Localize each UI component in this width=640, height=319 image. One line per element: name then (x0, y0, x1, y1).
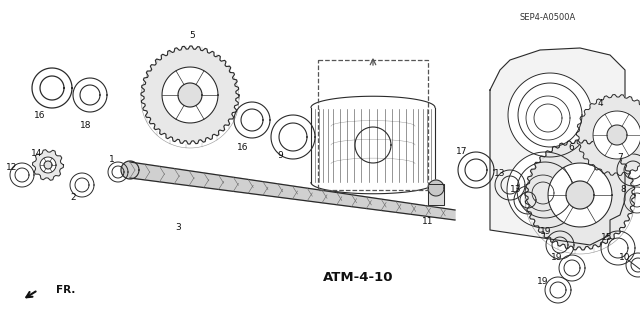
Polygon shape (10, 163, 34, 187)
Polygon shape (44, 161, 52, 169)
Polygon shape (458, 152, 494, 188)
Polygon shape (33, 150, 63, 180)
Polygon shape (507, 152, 583, 228)
Text: 17: 17 (456, 147, 468, 157)
Polygon shape (40, 157, 56, 173)
Text: 3: 3 (175, 222, 181, 232)
Text: ATM-4-10: ATM-4-10 (323, 271, 394, 284)
Polygon shape (73, 78, 107, 112)
Polygon shape (428, 184, 444, 205)
Polygon shape (121, 161, 139, 179)
Polygon shape (626, 253, 640, 277)
Text: 16: 16 (237, 143, 249, 152)
Text: SEP4-A0500A: SEP4-A0500A (519, 13, 575, 22)
Polygon shape (577, 94, 640, 175)
Polygon shape (559, 255, 585, 281)
Polygon shape (508, 73, 592, 157)
Polygon shape (428, 180, 444, 196)
Polygon shape (607, 125, 627, 145)
Text: 13: 13 (494, 168, 506, 177)
Text: FR.: FR. (56, 285, 76, 295)
Polygon shape (546, 231, 574, 259)
Text: 1: 1 (109, 155, 115, 165)
Text: 15: 15 (601, 234, 612, 242)
Polygon shape (548, 163, 612, 227)
Text: 10: 10 (620, 253, 631, 262)
Polygon shape (525, 175, 561, 211)
Text: 4: 4 (597, 100, 603, 108)
Text: 12: 12 (6, 162, 18, 172)
Text: 6: 6 (568, 144, 574, 152)
Text: 19: 19 (551, 253, 563, 262)
Text: 14: 14 (31, 150, 43, 159)
Polygon shape (514, 186, 542, 214)
Polygon shape (526, 96, 570, 140)
Text: 7: 7 (617, 153, 623, 162)
Polygon shape (617, 154, 640, 186)
Text: 2: 2 (70, 192, 76, 202)
Text: 5: 5 (189, 32, 195, 41)
Polygon shape (525, 140, 635, 250)
Text: 16: 16 (35, 112, 45, 121)
Polygon shape (141, 46, 239, 144)
Polygon shape (234, 102, 270, 138)
Polygon shape (566, 181, 594, 209)
Polygon shape (32, 68, 72, 108)
Text: 11: 11 (422, 218, 434, 226)
Polygon shape (593, 111, 640, 159)
Polygon shape (624, 187, 640, 213)
Polygon shape (108, 162, 128, 182)
Text: 9: 9 (277, 151, 283, 160)
Polygon shape (70, 173, 94, 197)
Text: 18: 18 (80, 121, 92, 130)
Polygon shape (271, 115, 315, 159)
Polygon shape (130, 162, 455, 220)
Text: 13: 13 (510, 186, 522, 195)
Polygon shape (601, 231, 635, 265)
Polygon shape (178, 83, 202, 107)
Polygon shape (490, 48, 625, 245)
Text: 8: 8 (620, 186, 626, 195)
Text: 19: 19 (540, 227, 552, 236)
Polygon shape (162, 67, 218, 123)
Polygon shape (495, 170, 525, 200)
Polygon shape (545, 277, 571, 303)
Text: 19: 19 (537, 277, 548, 286)
